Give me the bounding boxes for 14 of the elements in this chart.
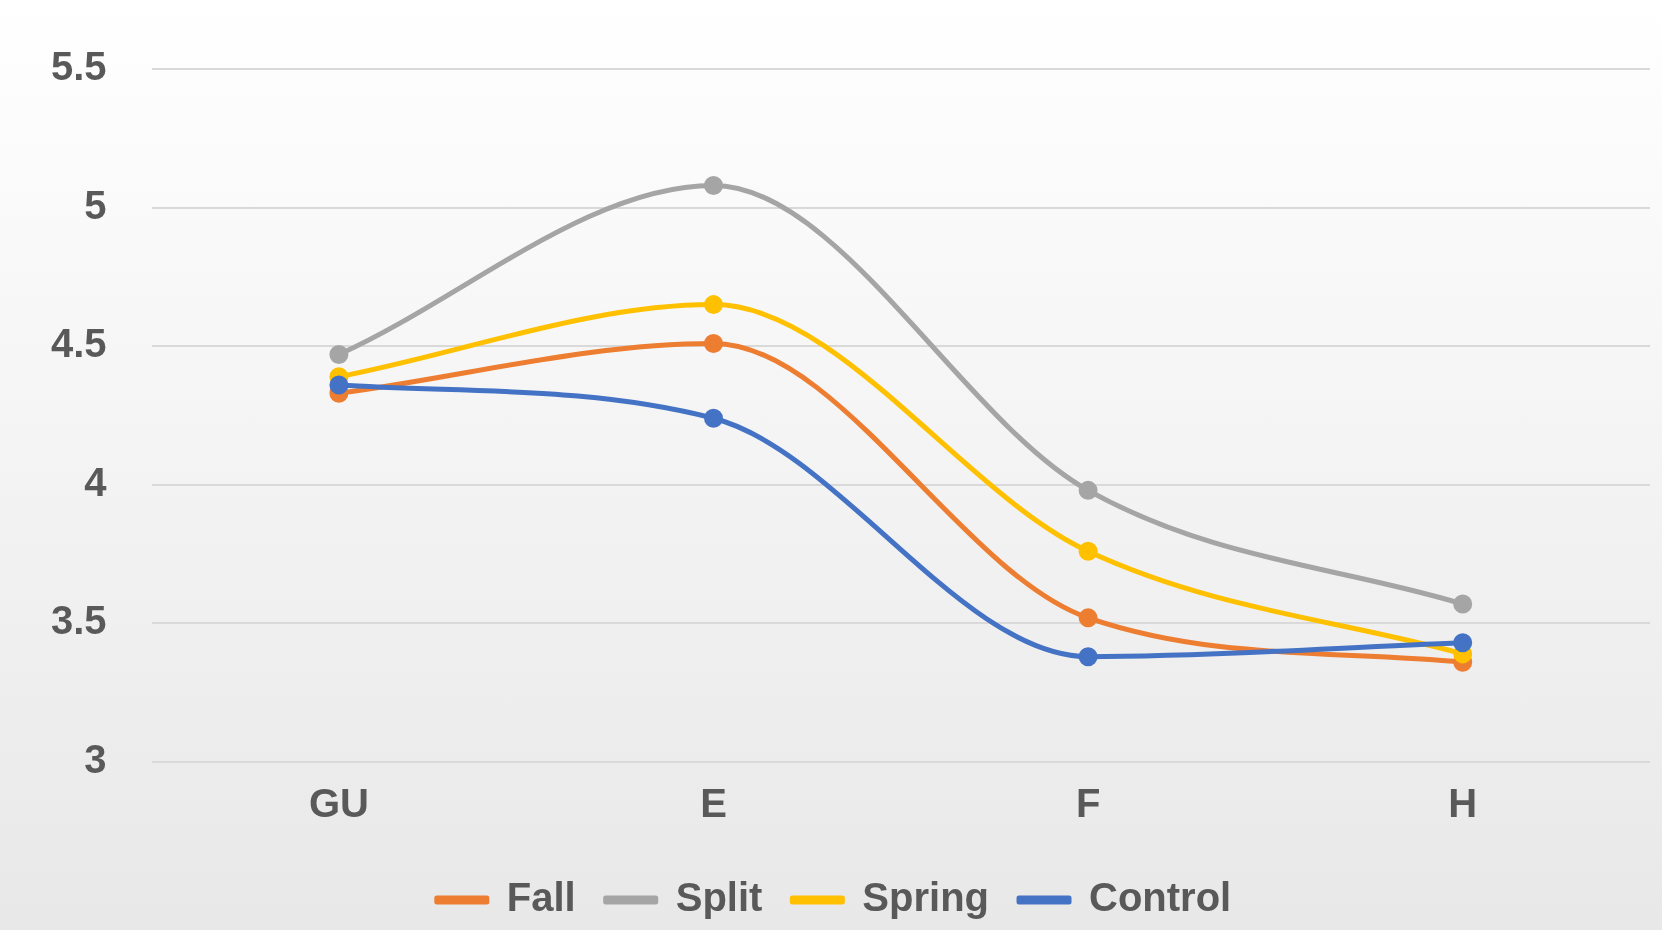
y-tick-label: 3 — [84, 737, 107, 782]
y-tick-label: 4.5 — [51, 321, 107, 366]
x-tick-label: E — [700, 781, 727, 826]
y-tick-label: 5 — [84, 182, 107, 227]
legend-label: Split — [675, 875, 763, 920]
legend-label: Fall — [506, 875, 576, 920]
legend-label: Control — [1089, 875, 1232, 920]
x-tick-label: F — [1075, 781, 1101, 826]
y-tick-label: 4 — [84, 459, 108, 504]
legend-label: Spring — [862, 875, 990, 920]
y-tick-label: 5.5 — [51, 44, 107, 89]
x-tick-label: GU — [308, 781, 369, 826]
y-tick-label: 3.5 — [51, 598, 107, 643]
x-tick-label: H — [1448, 781, 1478, 826]
